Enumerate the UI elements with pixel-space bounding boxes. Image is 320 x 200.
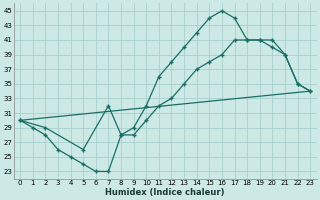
X-axis label: Humidex (Indice chaleur): Humidex (Indice chaleur) <box>106 188 225 197</box>
